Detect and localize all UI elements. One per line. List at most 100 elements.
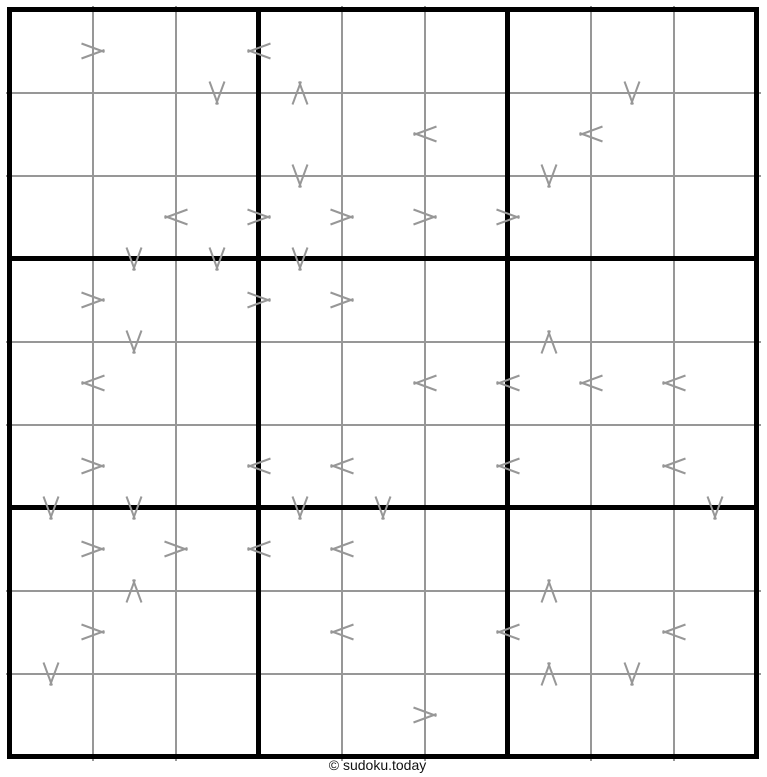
sudoku-cell-r1c5[interactable] bbox=[342, 10, 425, 93]
grid-cell-line-h-8 bbox=[5, 672, 761, 675]
sudoku-cell-r2c9[interactable] bbox=[674, 93, 757, 176]
grid-cell-line-h-2 bbox=[5, 174, 761, 177]
grid-box-line-h-6 bbox=[7, 505, 759, 510]
sudoku-cell-r4c8[interactable] bbox=[591, 259, 674, 342]
sudoku-cell-r8c3[interactable] bbox=[176, 591, 259, 674]
sudoku-cell-r7c9[interactable] bbox=[674, 508, 757, 591]
sudoku-cell-r5c8[interactable] bbox=[591, 342, 674, 425]
sudoku-cell-r4c2[interactable] bbox=[93, 259, 176, 342]
sudoku-cell-r1c3[interactable] bbox=[176, 10, 259, 93]
grid-cell-line-v-5 bbox=[423, 5, 426, 761]
sudoku-cell-r6c1[interactable] bbox=[10, 425, 93, 508]
sudoku-cell-r3c8[interactable] bbox=[591, 176, 674, 259]
sudoku-cell-r6c7[interactable] bbox=[508, 425, 591, 508]
grid-cell-line-h-4 bbox=[5, 340, 761, 343]
sudoku-cell-r5c9[interactable] bbox=[674, 342, 757, 425]
sudoku-cell-r9c2[interactable] bbox=[93, 674, 176, 757]
sudoku-cell-r4c6[interactable] bbox=[425, 259, 508, 342]
sudoku-cell-r1c9[interactable] bbox=[674, 10, 757, 93]
sudoku-cell-r1c6[interactable] bbox=[425, 10, 508, 93]
sudoku-cell-r8c7[interactable] bbox=[508, 591, 591, 674]
sudoku-cell-r6c2[interactable] bbox=[93, 425, 176, 508]
sudoku-cell-r7c4[interactable] bbox=[259, 508, 342, 591]
sudoku-cell-r2c8[interactable] bbox=[591, 93, 674, 176]
sudoku-cell-r5c1[interactable] bbox=[10, 342, 93, 425]
sudoku-cell-r2c6[interactable] bbox=[425, 93, 508, 176]
grid-cell-line-h-7 bbox=[5, 589, 761, 592]
sudoku-cell-r4c5[interactable] bbox=[342, 259, 425, 342]
sudoku-cell-r7c2[interactable] bbox=[93, 508, 176, 591]
sudoku-cell-r3c4[interactable] bbox=[259, 176, 342, 259]
sudoku-cell-r8c1[interactable] bbox=[10, 591, 93, 674]
sudoku-cell-r8c9[interactable] bbox=[674, 591, 757, 674]
grid-cell-line-h-1 bbox=[5, 91, 761, 94]
sudoku-cell-r5c4[interactable] bbox=[259, 342, 342, 425]
sudoku-cell-r2c5[interactable] bbox=[342, 93, 425, 176]
sudoku-cell-r2c2[interactable] bbox=[93, 93, 176, 176]
sudoku-cell-r2c3[interactable] bbox=[176, 93, 259, 176]
sudoku-cell-r4c7[interactable] bbox=[508, 259, 591, 342]
sudoku-cell-r5c3[interactable] bbox=[176, 342, 259, 425]
sudoku-cell-r3c2[interactable] bbox=[93, 176, 176, 259]
sudoku-cell-r8c4[interactable] bbox=[259, 591, 342, 674]
sudoku-cell-r9c7[interactable] bbox=[508, 674, 591, 757]
sudoku-cell-r6c8[interactable] bbox=[591, 425, 674, 508]
sudoku-cell-r5c2[interactable] bbox=[93, 342, 176, 425]
sudoku-cell-r7c3[interactable] bbox=[176, 508, 259, 591]
sudoku-cell-r5c5[interactable] bbox=[342, 342, 425, 425]
sudoku-cell-r6c3[interactable] bbox=[176, 425, 259, 508]
sudoku-cell-r7c6[interactable] bbox=[425, 508, 508, 591]
sudoku-cell-r6c5[interactable] bbox=[342, 425, 425, 508]
sudoku-cell-r9c9[interactable] bbox=[674, 674, 757, 757]
sudoku-cell-r7c5[interactable] bbox=[342, 508, 425, 591]
sudoku-cell-r8c6[interactable] bbox=[425, 591, 508, 674]
sudoku-cell-r9c8[interactable] bbox=[591, 674, 674, 757]
sudoku-cell-r7c8[interactable] bbox=[591, 508, 674, 591]
sudoku-cell-r3c1[interactable] bbox=[10, 176, 93, 259]
sudoku-cell-r1c4[interactable] bbox=[259, 10, 342, 93]
sudoku-cell-r8c5[interactable] bbox=[342, 591, 425, 674]
grid-cell-line-v-1 bbox=[91, 5, 94, 761]
sudoku-cell-r3c6[interactable] bbox=[425, 176, 508, 259]
sudoku-cell-r3c5[interactable] bbox=[342, 176, 425, 259]
grid-cell-line-v-2 bbox=[174, 5, 177, 761]
sudoku-cell-r3c3[interactable] bbox=[176, 176, 259, 259]
sudoku-cell-r9c4[interactable] bbox=[259, 674, 342, 757]
sudoku-cell-r4c4[interactable] bbox=[259, 259, 342, 342]
sudoku-cell-r8c2[interactable] bbox=[93, 591, 176, 674]
sudoku-cell-r4c1[interactable] bbox=[10, 259, 93, 342]
sudoku-cell-r5c7[interactable] bbox=[508, 342, 591, 425]
grid-box-line-h-9 bbox=[7, 754, 759, 759]
grid-box-line-h-3 bbox=[7, 256, 759, 261]
sudoku-cell-r4c9[interactable] bbox=[674, 259, 757, 342]
grid-box-line-v-9 bbox=[754, 7, 759, 759]
sudoku-cell-r9c3[interactable] bbox=[176, 674, 259, 757]
sudoku-cell-r6c4[interactable] bbox=[259, 425, 342, 508]
sudoku-cell-r4c3[interactable] bbox=[176, 259, 259, 342]
sudoku-cell-r7c7[interactable] bbox=[508, 508, 591, 591]
sudoku-cell-r1c8[interactable] bbox=[591, 10, 674, 93]
sudoku-cell-r1c7[interactable] bbox=[508, 10, 591, 93]
grid-box-line-v-6 bbox=[505, 7, 510, 759]
sudoku-cell-r3c9[interactable] bbox=[674, 176, 757, 259]
sudoku-cell-r5c6[interactable] bbox=[425, 342, 508, 425]
sudoku-cell-r2c4[interactable] bbox=[259, 93, 342, 176]
sudoku-cell-r6c6[interactable] bbox=[425, 425, 508, 508]
sudoku-cell-r7c1[interactable] bbox=[10, 508, 93, 591]
sudoku-cell-r6c9[interactable] bbox=[674, 425, 757, 508]
sudoku-cell-r9c5[interactable] bbox=[342, 674, 425, 757]
sudoku-cell-r3c7[interactable] bbox=[508, 176, 591, 259]
grid-cell-line-h-5 bbox=[5, 423, 761, 426]
sudoku-cell-r9c1[interactable] bbox=[10, 674, 93, 757]
grid-cell-line-v-8 bbox=[672, 5, 675, 761]
grid-cell-line-v-4 bbox=[340, 5, 343, 761]
sudoku-cell-r2c7[interactable] bbox=[508, 93, 591, 176]
sudoku-cell-r8c8[interactable] bbox=[591, 591, 674, 674]
sudoku-cell-r9c6[interactable] bbox=[425, 674, 508, 757]
sudoku-cell-r1c1[interactable] bbox=[10, 10, 93, 93]
sudoku-cell-r1c2[interactable] bbox=[93, 10, 176, 93]
grid-box-line-v-3 bbox=[256, 7, 261, 759]
sudoku-cell-r2c1[interactable] bbox=[10, 93, 93, 176]
